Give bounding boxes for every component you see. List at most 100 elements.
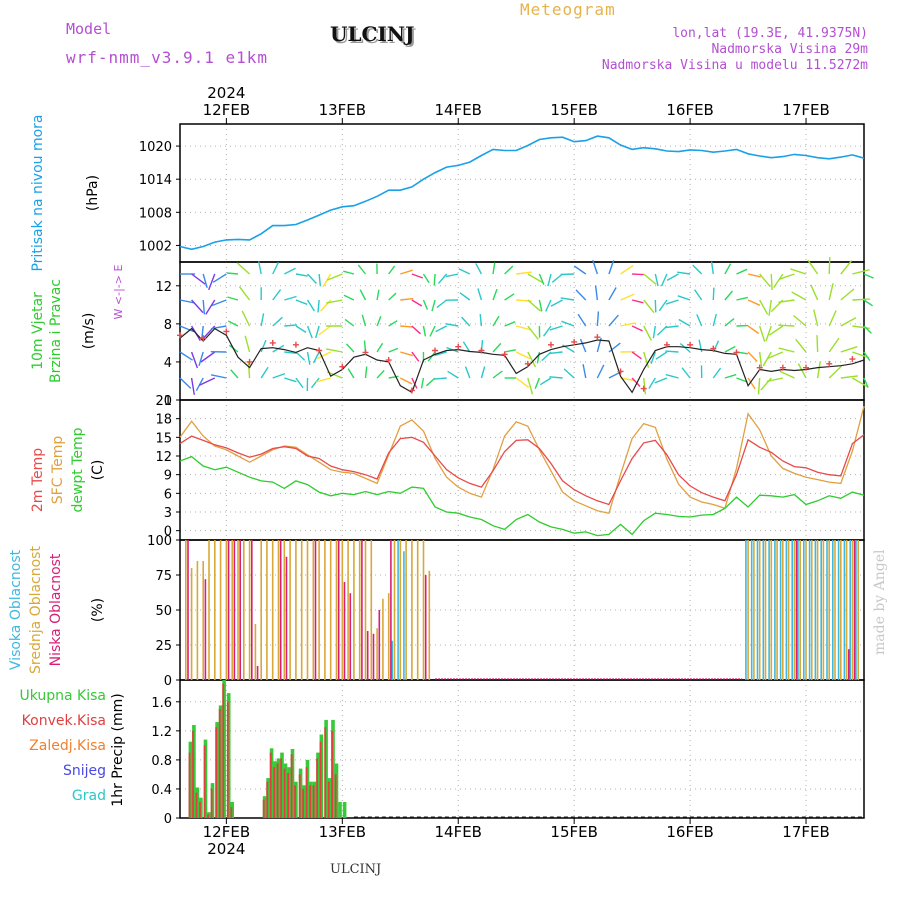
wind-barb [420,377,425,389]
wind-barb [295,325,307,333]
wind-barb [202,299,206,315]
wind-barb [236,262,251,275]
y-tick-label: 75 [155,569,172,584]
precip-total-bar [294,781,298,818]
gust-mark [803,364,810,371]
elevation-label: Nadmorska Visina 29m [711,42,868,57]
wind-barb [527,377,534,395]
cloud-axis-title-high: Visoka Oblacnost [8,549,24,670]
y-tick-label: 1020 [139,140,172,155]
pressure-unit: (hPa) [85,175,101,211]
wind-barb [411,351,420,362]
wind-speed-line [179,327,865,394]
wind-barb [694,289,703,301]
wind-barb [458,268,471,275]
wind-barb [852,351,870,359]
wind-barb [205,299,216,315]
panel-frame [179,679,865,819]
wind-barb [272,261,280,275]
gust-mark [663,341,670,348]
wind-barb [422,273,430,284]
wind-barb [198,351,204,367]
precip-conv-bar [192,730,194,818]
wind-barb [747,351,758,362]
wind-barb [515,377,530,388]
precip-total-bar [342,802,347,818]
precip-legend-item: Ukupna Kisa [19,688,106,704]
wind-barb [596,311,600,327]
wind-barb [436,299,448,309]
wind-barb [631,299,644,304]
wind-barb [434,377,447,380]
pressure-line [179,135,865,251]
wind-barb [435,325,447,333]
gust-mark [849,356,856,363]
wind-barb [658,299,668,312]
lonlat-label: lon,lat (19.3E, 41.9375N) [672,26,868,41]
x-year-top: 2024 [207,84,245,102]
wind-barb [422,299,429,310]
wind-barb [770,273,773,291]
wind-barb [547,273,552,287]
y-tick-label: 21 [155,394,172,409]
wind-barb [317,299,320,313]
wind-barb [376,316,382,327]
x-tick-label-top: 14FEB [434,101,481,119]
wind-barb [272,289,282,301]
wind-barb [665,373,679,379]
wind-barb [863,325,872,334]
panel-frame [179,539,865,681]
gust-mark [501,351,508,358]
wind-barb [724,263,732,275]
precip-conv-bar [305,767,308,818]
wind-barb [326,348,343,353]
wind-barb [608,287,617,301]
wind-barb [527,325,539,340]
wind-barb [388,375,399,379]
wind-barb [631,325,643,332]
wind-barb [712,287,715,301]
precip-legend-item: Snijeg [63,763,106,779]
gust-mark [292,341,299,348]
wind-barb [608,342,621,353]
wind-barb [863,377,869,388]
gust-mark [246,358,253,365]
wind-barb [202,273,208,288]
wind-barb [227,320,239,327]
precip-conv-bar [280,758,282,818]
wind-barb [660,273,668,287]
wind-barb [306,299,315,312]
wind-barb [388,320,398,327]
wind-barb [592,259,599,275]
precip-conv-bar [188,752,191,818]
temp-axis-title-dewpt: dewpt Temp [70,427,86,512]
wind-barb [179,325,195,333]
wind-barb [758,351,763,369]
wind-barb [344,318,355,327]
wind-barb [190,377,195,395]
wind-barb [698,339,703,353]
wind-barb [208,273,216,291]
wind-barb [840,317,857,327]
wind-barb [747,299,761,306]
wind-barb [852,377,868,388]
wind-barb [388,347,399,353]
wind-barb [462,341,471,353]
wind-barb [550,299,563,307]
wind-barb [666,273,679,282]
gust-mark [617,368,624,375]
wind-barb [759,273,771,288]
wind-barb [575,289,587,301]
gust-mark [594,334,601,341]
wind-barb [538,299,543,312]
pressure-axis-title: Pritisak na nivou mora [30,114,46,271]
wind-barb [400,297,414,301]
precip-conv-bar [331,730,333,818]
dewpt-temp-line [179,455,865,537]
wind-barb [654,273,659,287]
wind-barb [643,273,657,286]
wind-barb [422,325,427,337]
wind-barb [538,273,545,285]
wind-barb [852,269,870,275]
gust-mark [571,338,578,345]
